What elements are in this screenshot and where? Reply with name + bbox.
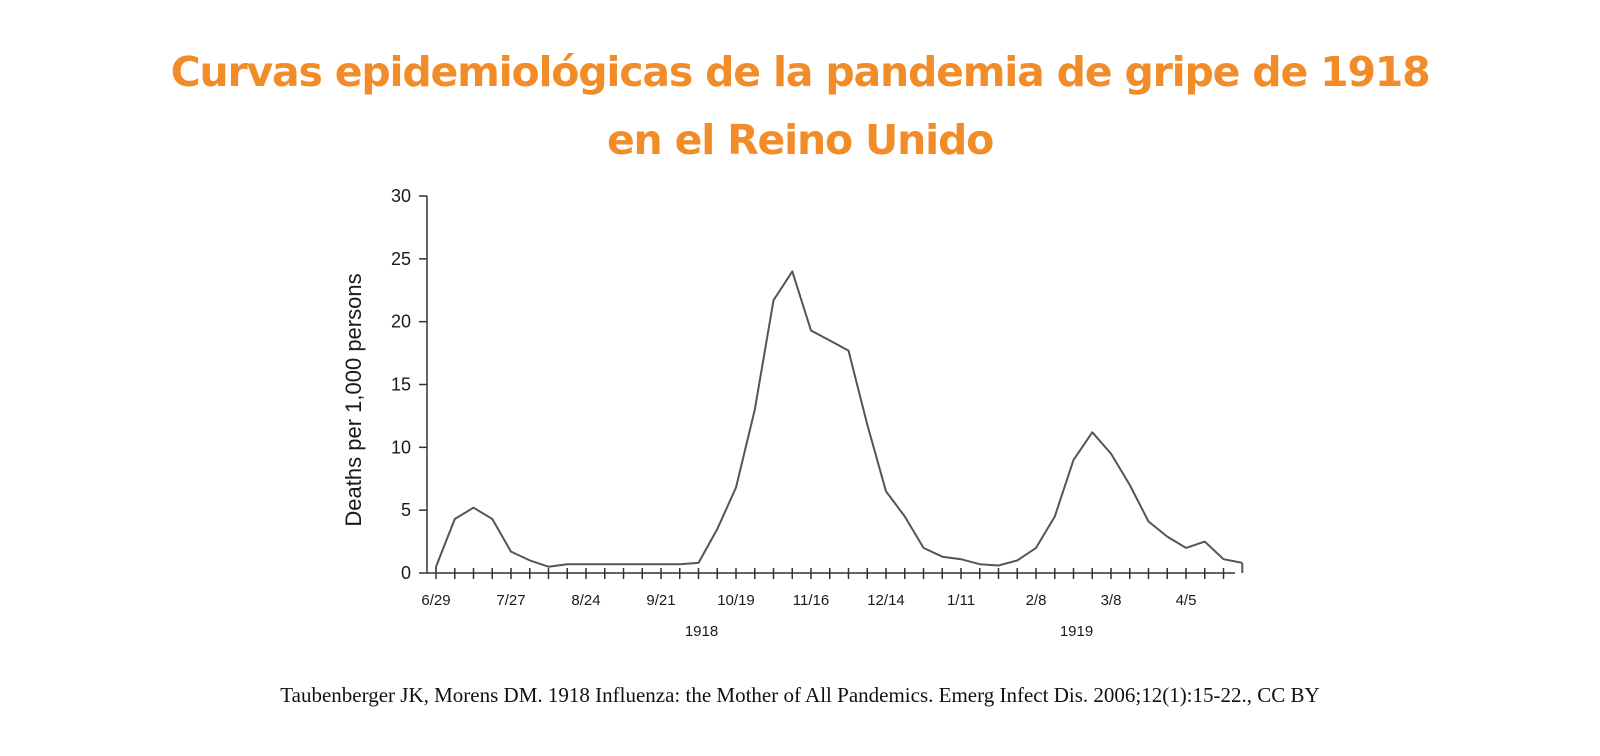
year-label: 1919 — [1060, 623, 1093, 640]
y-tick-label: 10 — [391, 437, 411, 457]
series-line — [435, 270, 1243, 568]
x-tick-label: 8/24 — [571, 592, 600, 609]
y-axis-label: Deaths per 1,000 persons — [341, 273, 366, 526]
x-tick-label: 7/27 — [496, 592, 525, 609]
x-tick-label: 4/5 — [1176, 592, 1197, 609]
x-tick-label: 2/8 — [1026, 592, 1047, 609]
x-tick-label: 1/11 — [947, 592, 975, 609]
y-tick-label: 0 — [401, 563, 411, 583]
year-label: 1918 — [685, 623, 718, 640]
y-tick-label: 30 — [391, 186, 411, 206]
x-tick-label: 11/16 — [793, 592, 829, 609]
x-tick-label: 12/14 — [867, 592, 905, 609]
x-tick-label: 3/8 — [1101, 592, 1122, 609]
chart-axes: 0 5 10 15 20 25 30 6/29 7/27 8/24 9/21 10/19 11/16 12… — [391, 186, 1235, 640]
citation: Taubenberger JK, Morens DM. 1918 Influen… — [280, 683, 1320, 707]
y-tick-label: 25 — [391, 249, 411, 269]
x-tick-label: 10/19 — [717, 592, 755, 609]
x-tick-label: 9/21 — [646, 592, 675, 609]
x-tick-label: 6/29 — [421, 592, 450, 609]
chart-title-line2: en el Reino Unido — [606, 116, 994, 164]
chart-title-line1: Curvas epidemiológicas de la pandemia de… — [170, 48, 1431, 96]
y-tick-label: 5 — [401, 500, 411, 520]
chart-title: Curvas epidemiológicas de la pandemia de… — [0, 38, 1600, 174]
y-tick-label: 20 — [391, 312, 411, 332]
chart: 0 5 10 15 20 25 30 6/29 7/27 8/24 9/21 10/19 11/16 12… — [341, 186, 1244, 640]
y-tick-label: 15 — [391, 375, 411, 395]
